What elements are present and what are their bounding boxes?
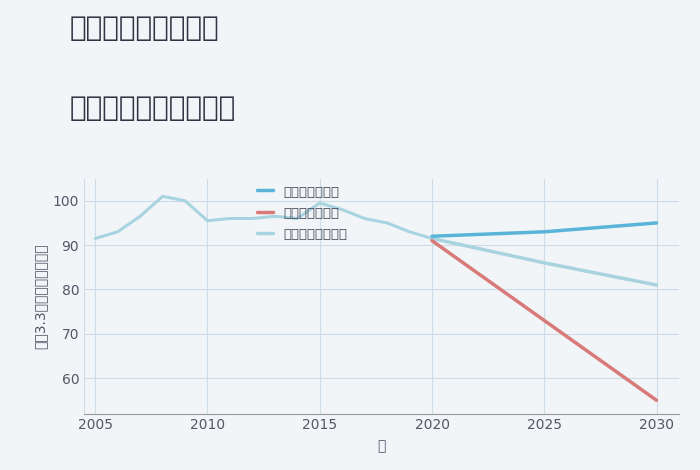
ノーマルシナリオ	[540, 260, 549, 266]
グッドシナリオ	[428, 234, 436, 239]
Legend: グッドシナリオ, バッドシナリオ, ノーマルシナリオ: グッドシナリオ, バッドシナリオ, ノーマルシナリオ	[257, 185, 348, 241]
Y-axis label: 坪（3.3㎡）単価（万円）: 坪（3.3㎡）単価（万円）	[33, 243, 47, 349]
Text: 兵庫県姫路市幸町の: 兵庫県姫路市幸町の	[70, 14, 220, 42]
グッドシナリオ	[652, 220, 661, 226]
Line: バッドシナリオ: バッドシナリオ	[432, 241, 657, 400]
バッドシナリオ	[540, 318, 549, 323]
グッドシナリオ	[540, 229, 549, 235]
Line: ノーマルシナリオ: ノーマルシナリオ	[432, 238, 657, 285]
Line: グッドシナリオ: グッドシナリオ	[432, 223, 657, 236]
ノーマルシナリオ	[652, 282, 661, 288]
バッドシナリオ	[428, 238, 436, 243]
X-axis label: 年: 年	[377, 439, 386, 454]
ノーマルシナリオ	[428, 235, 436, 241]
バッドシナリオ	[652, 398, 661, 403]
Text: 中古戸建ての価格推移: 中古戸建ての価格推移	[70, 94, 237, 122]
